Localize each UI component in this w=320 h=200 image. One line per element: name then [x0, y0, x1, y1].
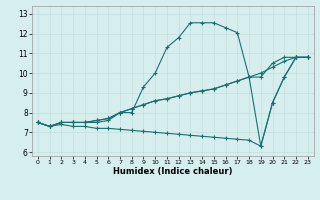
X-axis label: Humidex (Indice chaleur): Humidex (Indice chaleur) [113, 167, 233, 176]
